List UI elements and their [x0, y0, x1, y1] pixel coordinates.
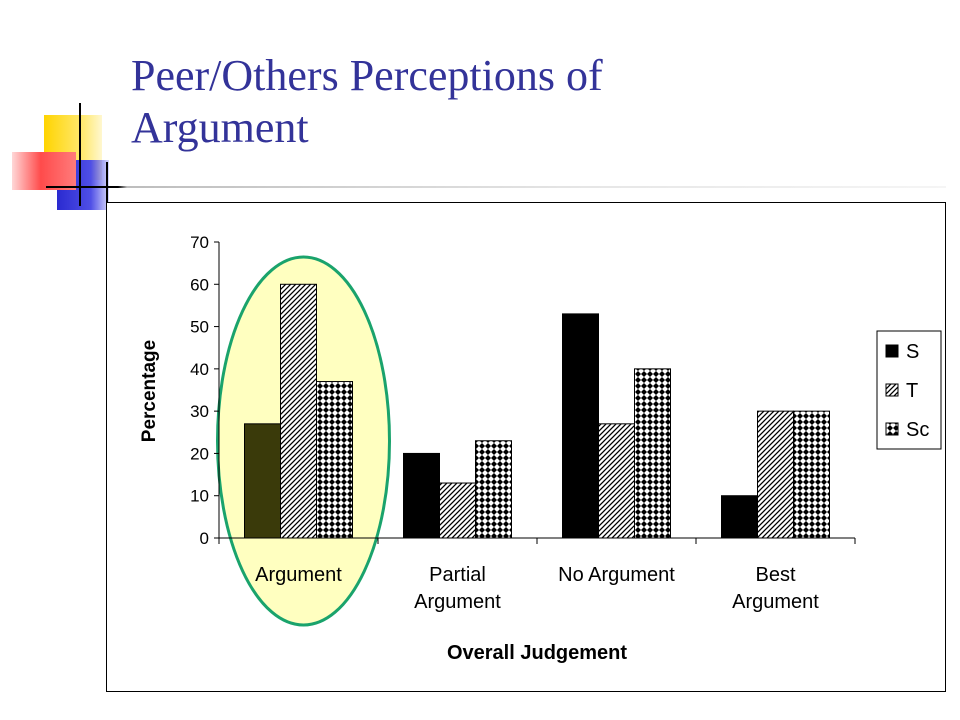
- bar-s-2: [562, 313, 599, 539]
- legend-label-sc: Sc: [906, 419, 929, 441]
- x-category-label: Argument: [732, 591, 819, 613]
- bar-s-0: [244, 423, 281, 539]
- legend-swatch-s: [885, 344, 899, 358]
- bar-sc-3: [793, 410, 830, 539]
- legend-label-s: S: [906, 341, 919, 363]
- bar-chart: 0 10 20 30 40 50 60 70 Argument Partial Argument No…: [139, 233, 942, 664]
- legend: ST Sc: [876, 330, 942, 450]
- y-tick-label: 20: [190, 444, 209, 463]
- legend-swatch-sc: [885, 422, 899, 436]
- slide-title: Peer/Others Perceptions of Argument: [131, 50, 891, 154]
- bar-s-3: [721, 495, 758, 539]
- bar-s-1: [403, 452, 440, 539]
- y-tick-label: 60: [190, 275, 209, 294]
- decor-horizontal-rule: [46, 186, 946, 188]
- y-tick-label: 10: [190, 487, 209, 506]
- slide-title-line-2: Argument: [131, 103, 309, 152]
- legend-swatch-t: [885, 383, 899, 397]
- y-tick-label: 30: [190, 402, 209, 421]
- decor-vertical-line: [79, 103, 81, 206]
- x-axis-title: Overall Judgement: [447, 642, 627, 664]
- y-axis-title: Percentage: [139, 340, 160, 442]
- y-tick-label: 0: [200, 529, 209, 548]
- bar-sc-2: [634, 368, 671, 539]
- y-tick-label: 40: [190, 360, 209, 379]
- x-category-label: Argument: [255, 564, 342, 586]
- x-category-label: Argument: [414, 591, 501, 613]
- bar-sc-0: [316, 381, 353, 539]
- bar-t-3: [757, 410, 794, 539]
- x-category-label: Partial: [429, 564, 486, 586]
- decor-vertical-line-short: [106, 162, 108, 214]
- chart-frame: 0 10 20 30 40 50 60 70 Argument Partial Argument No…: [106, 202, 946, 692]
- x-category-label: Best: [755, 564, 795, 586]
- bar-t-0: [280, 283, 317, 539]
- y-tick-label: 70: [190, 233, 209, 252]
- bar-t-1: [439, 482, 476, 539]
- legend-label-t: T: [906, 380, 918, 402]
- bar-sc-1: [475, 440, 512, 539]
- x-category-label: No Argument: [558, 564, 675, 586]
- y-tick-label: 50: [190, 318, 209, 337]
- slide-title-line-1: Peer/Others Perceptions of: [131, 51, 603, 100]
- decor-red-bar: [12, 152, 76, 190]
- bar-t-2: [598, 423, 635, 539]
